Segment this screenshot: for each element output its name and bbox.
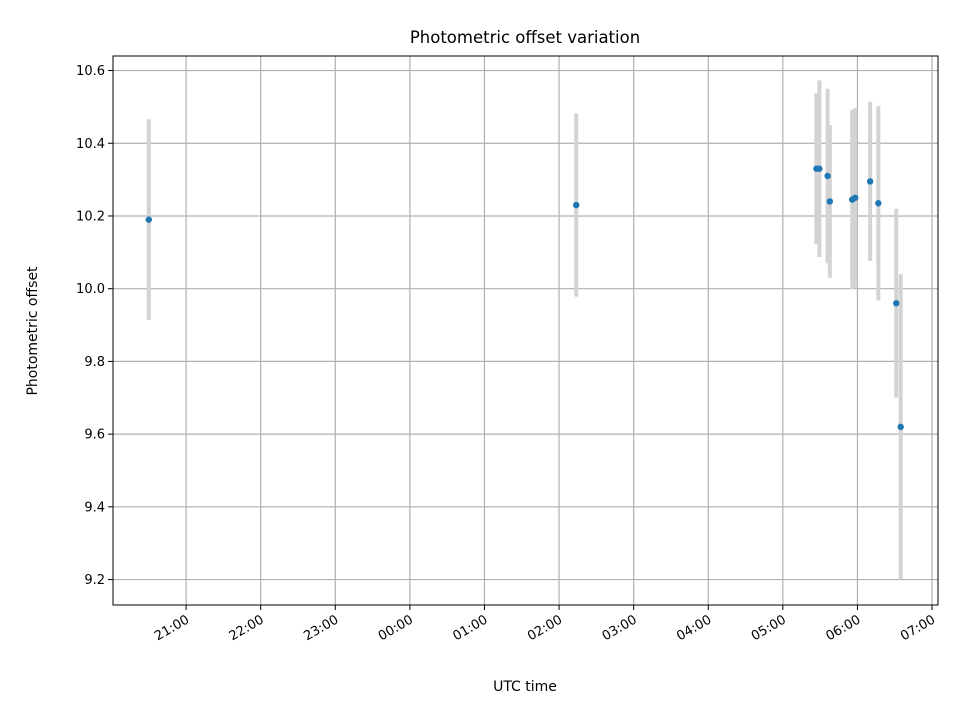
- y-tick-label: 10.6: [76, 64, 105, 79]
- data-point: [897, 423, 904, 431]
- chart-title: Photometric offset variation: [410, 28, 640, 47]
- data-point: [816, 165, 823, 172]
- y-axis: 9.2 9.4 9.6 9.8 10.0 10.2 10.4 10.6: [76, 64, 113, 588]
- y-tick-label: 10.2: [76, 209, 105, 224]
- y-tick-label: 9.2: [84, 573, 105, 588]
- y-tick-label: 9.4: [84, 500, 105, 515]
- y-tick-label: 10.4: [76, 137, 105, 152]
- data-markers: [145, 165, 904, 431]
- data-point: [875, 200, 882, 207]
- data-point: [824, 172, 831, 180]
- data-point: [573, 201, 580, 209]
- y-axis-title: Photometric offset: [25, 266, 41, 396]
- y-tick-label: 9.8: [84, 355, 105, 370]
- data-point: [893, 300, 900, 307]
- data-point: [145, 216, 153, 223]
- data-point: [852, 194, 859, 201]
- x-axis-title: UTC time: [493, 679, 557, 695]
- plot-area: [113, 56, 938, 605]
- y-tick-label: 9.6: [84, 428, 105, 443]
- data-point: [866, 178, 874, 185]
- y-tick-label: 10.0: [76, 282, 105, 297]
- data-point: [826, 198, 834, 205]
- plot-frame: [112, 55, 939, 606]
- grid: [113, 56, 938, 605]
